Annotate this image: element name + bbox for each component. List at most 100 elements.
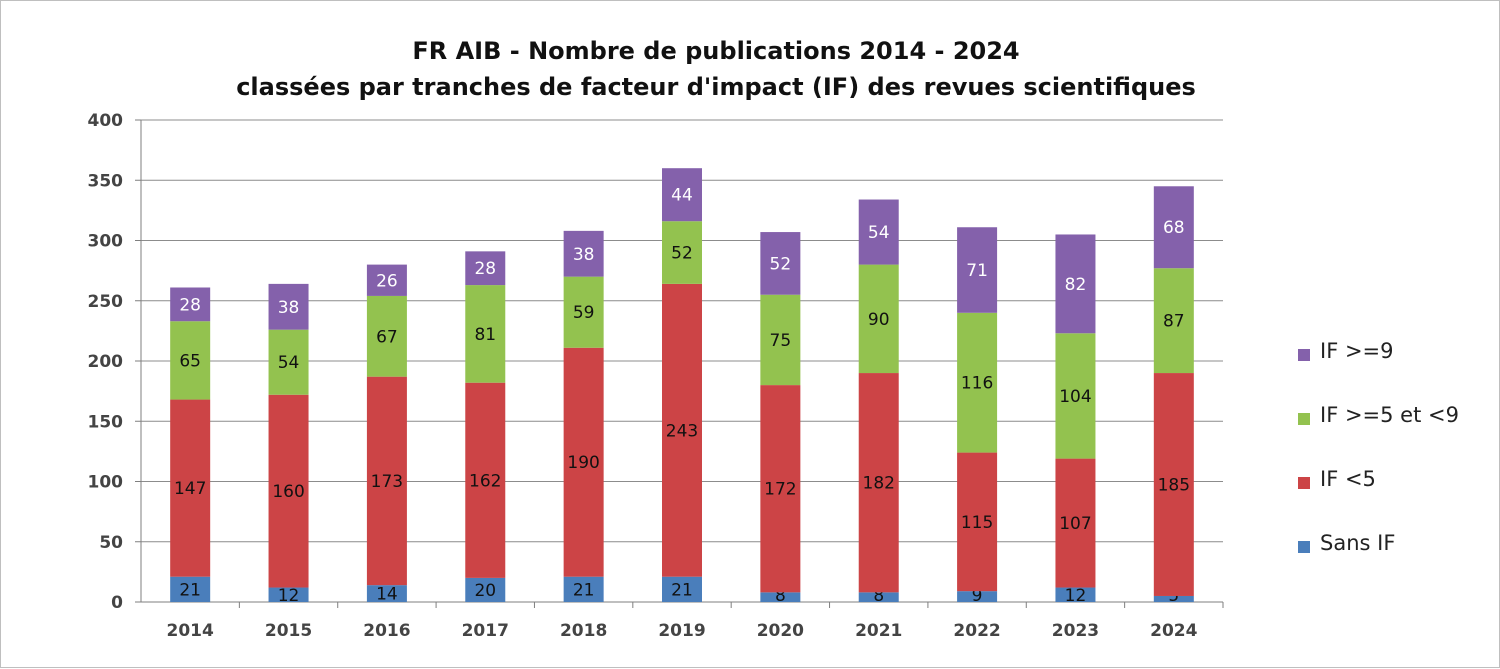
data-label: 21 (671, 580, 693, 600)
bar-segment (957, 452, 998, 592)
data-label: 20 (474, 581, 496, 601)
bar-segment (1153, 186, 1194, 269)
data-label: 81 (474, 325, 496, 345)
bar-segment (366, 585, 407, 602)
data-label: 12 (1065, 586, 1087, 606)
data-label: 107 (1059, 514, 1091, 534)
data-label: 54 (868, 223, 890, 243)
y-tick-label: 150 (88, 412, 124, 432)
bar-segment (563, 276, 604, 348)
bar-segment (1055, 234, 1096, 334)
bar-segment (366, 376, 407, 586)
y-tick-label: 350 (88, 171, 124, 191)
bar-segment (170, 576, 211, 602)
legend-swatch (1298, 413, 1310, 425)
stacked-bar-chart: 0501001502002503003504002114765282014121… (88, 111, 1224, 641)
chart-title: FR AIB - Nombre de publications 2014 - 2… (412, 37, 1020, 65)
data-label: 38 (573, 245, 595, 265)
chart-subtitle: classées par tranches de facteur d'impac… (236, 73, 1196, 101)
bar-segment (858, 373, 899, 593)
bar-segment (366, 295, 407, 377)
x-tick-label: 2018 (560, 621, 607, 641)
data-label: 67 (376, 327, 398, 347)
bar-segment (1153, 595, 1194, 602)
data-label: 104 (1059, 387, 1091, 407)
x-tick-label: 2016 (363, 621, 410, 641)
data-label: 162 (469, 471, 501, 491)
x-tick-label: 2019 (658, 621, 705, 641)
bar-segment (957, 227, 998, 313)
y-tick-label: 400 (88, 111, 124, 131)
x-tick-label: 2021 (855, 621, 902, 641)
data-label: 59 (573, 303, 595, 323)
data-label: 90 (868, 310, 890, 330)
bar-segment (465, 251, 506, 286)
data-label: 243 (666, 421, 698, 441)
bar-segment (170, 287, 211, 322)
data-label: 190 (567, 453, 599, 473)
legend-swatch (1298, 477, 1310, 489)
data-label: 182 (863, 474, 895, 494)
data-label: 115 (961, 513, 993, 533)
bar-segment (170, 321, 211, 400)
data-label: 28 (474, 259, 496, 279)
data-label: 52 (671, 244, 693, 264)
data-label: 38 (278, 298, 300, 318)
x-tick-label: 2015 (265, 621, 312, 641)
bar-segment (957, 591, 998, 602)
legend-label: Sans IF (1320, 531, 1396, 555)
data-label: 160 (272, 482, 304, 502)
legend-swatch (1298, 349, 1310, 361)
bar-segment (760, 232, 801, 295)
data-label: 9 (972, 586, 983, 606)
bar-segment (268, 394, 309, 588)
bar-segment (1055, 333, 1096, 459)
data-label: 68 (1163, 218, 1185, 238)
data-label: 116 (961, 374, 993, 394)
y-tick-label: 200 (88, 352, 124, 372)
data-label: 8 (775, 586, 786, 606)
bar-segment (366, 264, 407, 296)
bar-segment (662, 576, 702, 602)
x-tick-label: 2014 (167, 621, 214, 641)
data-label: 173 (371, 472, 403, 492)
data-label: 147 (174, 479, 206, 499)
data-label: 52 (770, 254, 792, 274)
bar-segment (662, 283, 702, 577)
y-tick-label: 300 (88, 232, 124, 252)
data-label: 26 (376, 271, 398, 291)
bar-segment (1153, 268, 1194, 374)
data-label: 185 (1158, 476, 1190, 496)
bar-segment (563, 576, 604, 602)
data-label: 28 (179, 295, 201, 315)
bar-segment (268, 329, 309, 395)
bar-segment (465, 577, 506, 602)
data-label: 21 (179, 580, 201, 600)
y-tick-label: 100 (88, 473, 124, 493)
x-tick-label: 2024 (1150, 621, 1197, 641)
data-label: 71 (966, 261, 988, 281)
bar-segment (760, 385, 801, 593)
data-label: 14 (376, 585, 398, 605)
bar-segment (170, 399, 211, 577)
y-tick-label: 250 (88, 292, 124, 312)
bar-segment (563, 230, 604, 277)
data-label: 65 (179, 351, 201, 371)
bar-segment (662, 168, 702, 222)
bar-segment (465, 285, 506, 383)
data-label: 172 (764, 480, 796, 500)
legend-label: IF >=5 et <9 (1320, 403, 1459, 427)
x-tick-label: 2023 (1052, 621, 1099, 641)
bar-segment (760, 592, 801, 602)
data-label: 75 (770, 331, 792, 351)
legend-label: IF >=9 (1320, 339, 1394, 363)
data-label: 12 (278, 586, 300, 606)
data-label: 54 (278, 353, 300, 373)
x-tick-label: 2017 (462, 621, 509, 641)
bar-segment (1055, 458, 1096, 588)
data-label: 8 (873, 586, 884, 606)
bar-segment (662, 221, 702, 284)
bar-segment (858, 592, 899, 602)
bar-segment (1055, 587, 1096, 602)
